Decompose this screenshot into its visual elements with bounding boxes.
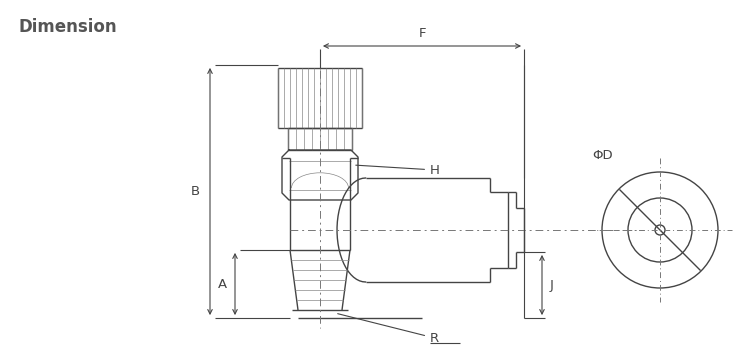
Text: J: J [550, 279, 554, 292]
Text: A: A [217, 278, 227, 290]
Text: Dimension: Dimension [18, 18, 117, 36]
Text: R: R [338, 314, 440, 345]
Text: ΦD: ΦD [592, 149, 613, 162]
Text: F: F [419, 27, 426, 40]
Text: B: B [190, 185, 200, 198]
Text: H: H [356, 163, 440, 177]
